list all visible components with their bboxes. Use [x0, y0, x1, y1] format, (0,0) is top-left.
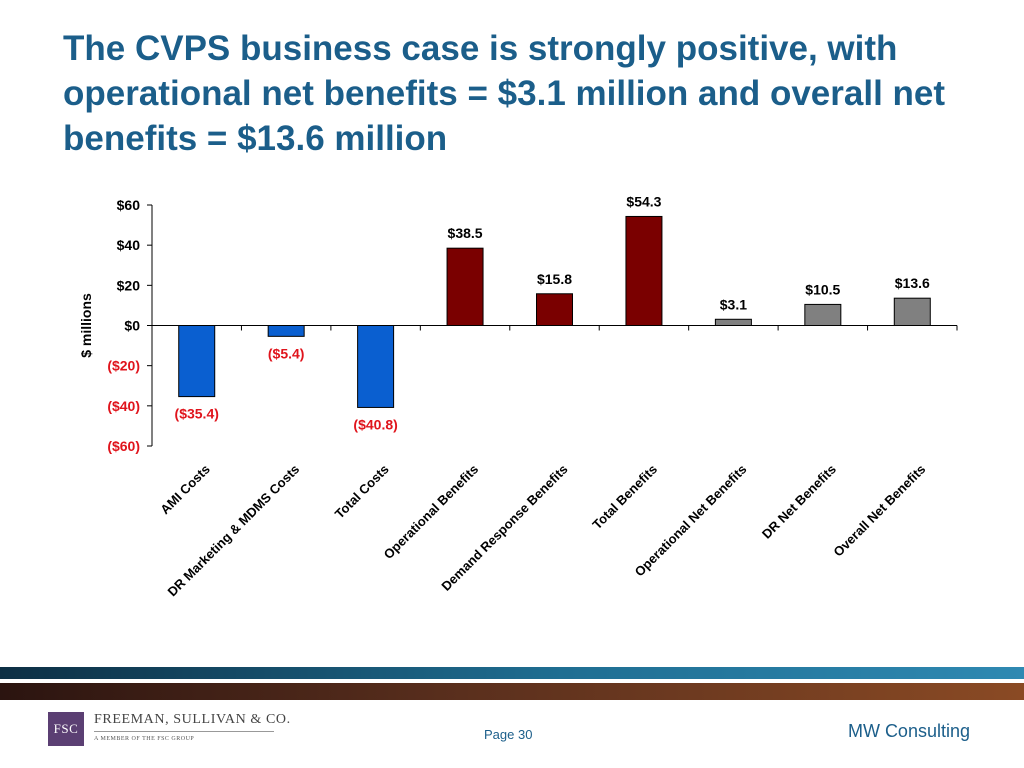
data-label: $54.3	[626, 193, 661, 209]
data-labels: ($35.4) ($5.4) ($40.8) $38.5 $15.8 $54.3 $3.1 $…	[175, 193, 930, 432]
y-tick-label: $0	[124, 318, 140, 334]
bar	[357, 325, 395, 408]
category-label: DR Net Benefits	[759, 462, 839, 542]
footer-band-teal	[0, 667, 1024, 679]
data-label: ($5.4)	[268, 345, 305, 361]
page-number: Page 30	[484, 727, 533, 742]
y-axis: $60 $40 $20 $0 ($20) ($40) ($60) $ millions	[78, 197, 153, 454]
logo-divider	[94, 731, 274, 732]
bar	[625, 215, 663, 326]
bar	[804, 303, 842, 327]
data-label: $3.1	[720, 296, 747, 312]
category-label: AMI Costs	[157, 462, 213, 518]
y-tick-label: $20	[117, 277, 141, 293]
bars	[178, 215, 931, 408]
category-label: Overall Net Benefits	[830, 462, 928, 560]
data-label: $38.5	[448, 225, 483, 241]
bar	[714, 318, 752, 327]
y-tick-label: $40	[117, 237, 141, 253]
y-tick-label: ($40)	[107, 398, 140, 414]
data-label: $10.5	[805, 281, 840, 297]
category-label: Total Benefits	[589, 462, 660, 533]
logo-name: FREEMAN, SULLIVAN & CO.	[94, 712, 291, 727]
company-logo: FSC FREEMAN, SULLIVAN & CO. A MEMBER OF …	[38, 700, 292, 760]
bar	[178, 325, 216, 398]
y-tick-label: ($60)	[107, 438, 140, 454]
footer-band-brown	[0, 683, 1024, 700]
bar	[267, 325, 305, 337]
y-axis-title: $ millions	[78, 293, 94, 358]
bar	[536, 293, 573, 327]
brand-text: MW Consulting	[847, 721, 970, 741]
data-label: ($40.8)	[353, 416, 397, 432]
footer-band-gap	[0, 679, 1024, 683]
category-label: Total Costs	[332, 462, 392, 522]
bar	[446, 247, 484, 326]
y-tick-label: ($20)	[107, 358, 140, 374]
logo-subtitle: A MEMBER OF THE FSC GROUP	[94, 736, 195, 742]
bar-chart: $60 $40 $20 $0 ($20) ($40) ($60) $ millions ($3…	[78, 193, 958, 599]
y-tick-label: $60	[117, 197, 141, 213]
logo-mark: FSC	[48, 712, 84, 746]
data-label: $15.8	[537, 271, 572, 287]
data-label: $13.6	[895, 275, 930, 291]
bar	[893, 297, 931, 327]
category-label: Operational Benefits	[381, 462, 482, 563]
slide-title: The CVPS business case is strongly posit…	[63, 29, 946, 158]
data-label: ($35.4)	[175, 406, 219, 422]
